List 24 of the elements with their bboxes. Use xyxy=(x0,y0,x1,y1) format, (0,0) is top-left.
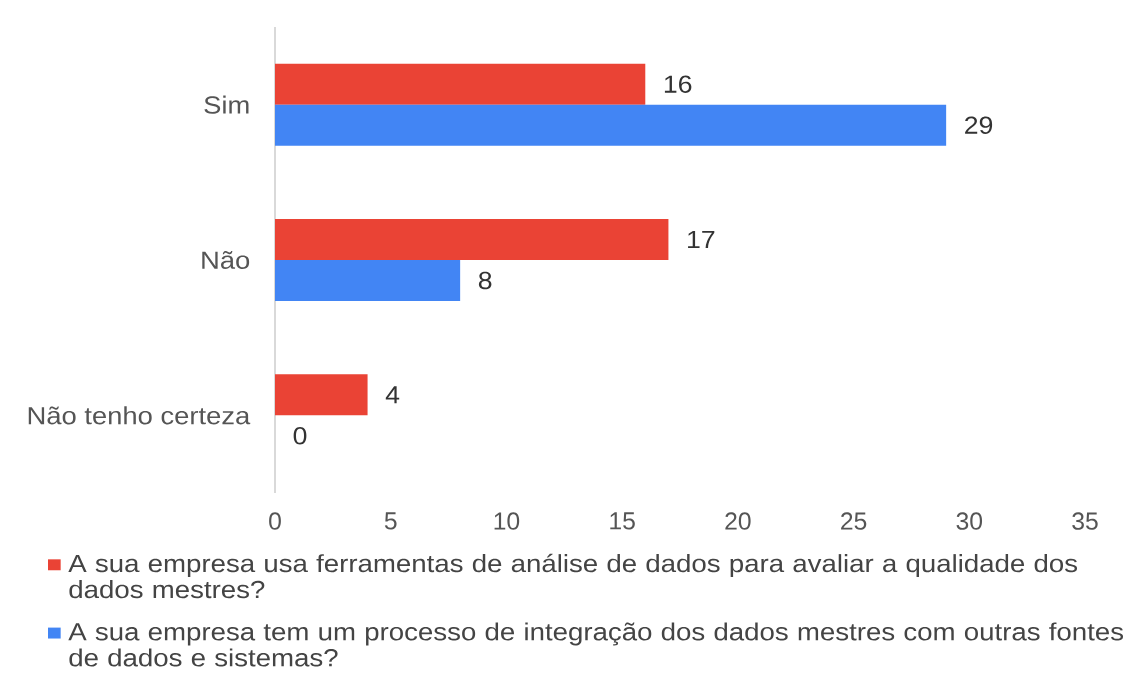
x-tick-label: 20 xyxy=(725,512,751,530)
bar xyxy=(275,374,368,416)
x-tick-label: 35 xyxy=(1072,512,1098,530)
x-tick-label: 0 xyxy=(269,512,281,530)
data-label: 16 xyxy=(664,75,692,93)
data-label: 8 xyxy=(478,271,492,290)
x-tick-label: 5 xyxy=(384,512,397,530)
bar xyxy=(275,219,669,260)
data-label: 0 xyxy=(293,427,307,445)
bar xyxy=(275,63,646,105)
x-tick-label: 10 xyxy=(494,512,520,530)
bar xyxy=(275,260,461,301)
y-tick-label: Não tenho certeza xyxy=(28,406,251,425)
data-label: 29 xyxy=(965,116,993,134)
bar xyxy=(275,104,947,146)
data-label: 17 xyxy=(688,231,715,248)
y-tick-label: Sim xyxy=(204,95,249,114)
x-tick-label: 15 xyxy=(610,512,635,530)
x-tick-label: 25 xyxy=(841,512,867,530)
x-tick-label: 30 xyxy=(956,512,983,530)
data-label: 4 xyxy=(385,386,400,404)
legend-label: A sua empresa usa ferramentas de análise de dados para avaliar a qualidade dos dados mestres? xyxy=(68,553,1078,599)
y-tick-label: Não xyxy=(202,251,250,269)
legend-label: A sua empresa tem um processo de integração dos dados mestres com outras fontes de dados e sistemas? xyxy=(68,622,1124,667)
